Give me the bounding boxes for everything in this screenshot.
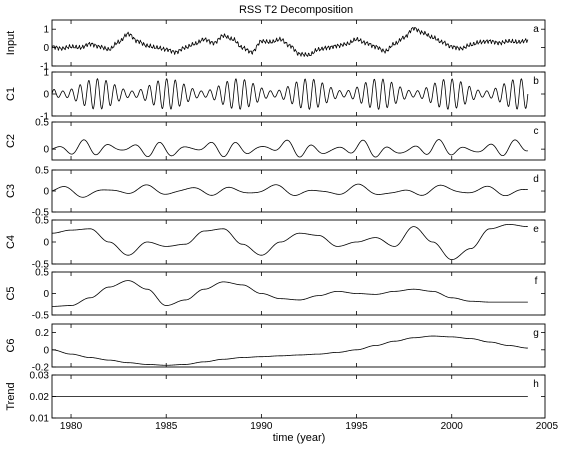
panel-frame: [51, 271, 546, 316]
panel-letter: g: [533, 328, 539, 339]
panel-frame: [51, 219, 546, 265]
y-tick-label: 0.01: [30, 414, 50, 425]
y-tick-label: 1: [43, 25, 49, 36]
x-tick-label: 1990: [250, 421, 273, 432]
panel-c1: -1 0 1 C1 b: [5, 68, 546, 123]
series-line-c3: [51, 183, 528, 198]
y-tick-label: -1: [40, 112, 49, 123]
y-tick-label: -0.5: [32, 260, 50, 271]
y-tick-label: -0.5: [32, 311, 50, 322]
panel-frame: [51, 19, 546, 67]
panel-frame: [51, 121, 546, 161]
y-tick-label: 0: [43, 145, 49, 156]
x-axis: 1980 1985 1990 1995 2000 2005: [60, 421, 559, 432]
x-axis-label: time (year): [273, 432, 326, 444]
panel-c3: -0.5 0 0.5 C3 d: [5, 166, 546, 219]
panel-frame: [51, 169, 546, 213]
y-tick-label: 0: [43, 345, 49, 356]
panel-letter: e: [533, 224, 539, 235]
panel-input: -1 0 1 Input a: [5, 19, 546, 73]
series-line-c4: [51, 224, 528, 260]
y-tick-label: 0.5: [35, 268, 49, 279]
y-tick-label: 0.5: [35, 118, 49, 129]
panel-trend: 0.01 0.02 0.03 Trend h: [5, 371, 546, 425]
y-tick-label: 0.5: [35, 216, 49, 227]
chart-title: RSS T2 Decomposition: [239, 4, 353, 16]
y-tick-label: -1: [40, 62, 49, 73]
y-tick-label: -0.5: [32, 208, 50, 219]
y-tick-label: 0: [43, 90, 49, 101]
panels-container: -101Inputa-101C1b00.5C2c-0.500.5C3d-0.50…: [5, 19, 546, 425]
x-tick-label: 2005: [536, 421, 559, 432]
y-axis-label: Input: [5, 31, 17, 55]
y-axis-label: Trend: [5, 382, 17, 410]
panel-letter: a: [533, 24, 539, 35]
panel-c6: -0.2 0 0.2 C6 g: [5, 323, 546, 374]
y-tick-label: 0: [43, 238, 49, 249]
y-axis-label: C5: [5, 286, 17, 300]
y-tick-label: -0.2: [32, 363, 50, 374]
x-tick-label: 2000: [441, 421, 464, 432]
series-line-c6: [51, 335, 528, 366]
y-tick-label: 0.02: [30, 392, 50, 403]
x-tick-label: 1995: [345, 421, 368, 432]
series-line-c5: [52, 280, 528, 307]
panel-letter: h: [533, 379, 539, 390]
y-axis-label: C2: [5, 134, 17, 148]
y-tick-label: 0: [43, 289, 49, 300]
y-tick-label: 0: [43, 187, 49, 198]
series-line-c2: [51, 139, 528, 158]
panel-letter: f: [535, 276, 538, 287]
y-tick-label: 0.5: [35, 166, 49, 177]
y-tick-label: 0: [43, 43, 49, 54]
y-axis-label: C1: [5, 87, 17, 101]
y-axis-label: C4: [5, 235, 17, 249]
panel-letter: b: [533, 76, 539, 87]
y-tick-label: 0.03: [30, 371, 50, 382]
x-tick-label: 1985: [155, 421, 178, 432]
panel-letter: d: [533, 174, 539, 185]
series-line-input: [51, 26, 529, 57]
series-line-c1: [51, 78, 529, 110]
panel-c5: -0.5 0 0.5 C5 f: [5, 268, 546, 322]
panel-c2: 0 0.5 C2 c: [5, 118, 546, 161]
y-axis-label: C3: [5, 184, 17, 198]
panel-letter: c: [534, 126, 539, 137]
y-tick-label: 1: [43, 68, 49, 79]
panel-frame: [51, 323, 546, 368]
panel-c4: -0.5 0 0.5 C4 e: [5, 216, 546, 271]
x-tick-label: 1980: [60, 421, 83, 432]
y-tick-label: 0.2: [35, 328, 49, 339]
y-axis-label: C6: [5, 338, 17, 352]
